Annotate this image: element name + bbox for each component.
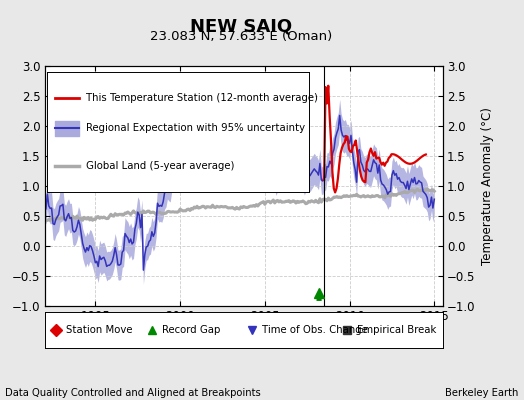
Text: 23.083 N, 57.633 E (Oman): 23.083 N, 57.633 E (Oman)	[150, 30, 332, 43]
Text: Station Move: Station Move	[67, 325, 133, 335]
Text: This Temperature Station (12-month average): This Temperature Station (12-month avera…	[86, 93, 319, 103]
Text: Global Land (5-year average): Global Land (5-year average)	[86, 160, 235, 170]
Y-axis label: Temperature Anomaly (°C): Temperature Anomaly (°C)	[481, 107, 494, 265]
Text: NEW SAIQ: NEW SAIQ	[190, 18, 292, 36]
Text: Record Gap: Record Gap	[162, 325, 221, 335]
Text: Time of Obs. Change: Time of Obs. Change	[261, 325, 367, 335]
Text: Empirical Break: Empirical Break	[357, 325, 436, 335]
Text: Berkeley Earth: Berkeley Earth	[445, 388, 519, 398]
Text: Data Quality Controlled and Aligned at Breakpoints: Data Quality Controlled and Aligned at B…	[5, 388, 261, 398]
Text: Regional Expectation with 95% uncertainty: Regional Expectation with 95% uncertaint…	[86, 123, 305, 133]
